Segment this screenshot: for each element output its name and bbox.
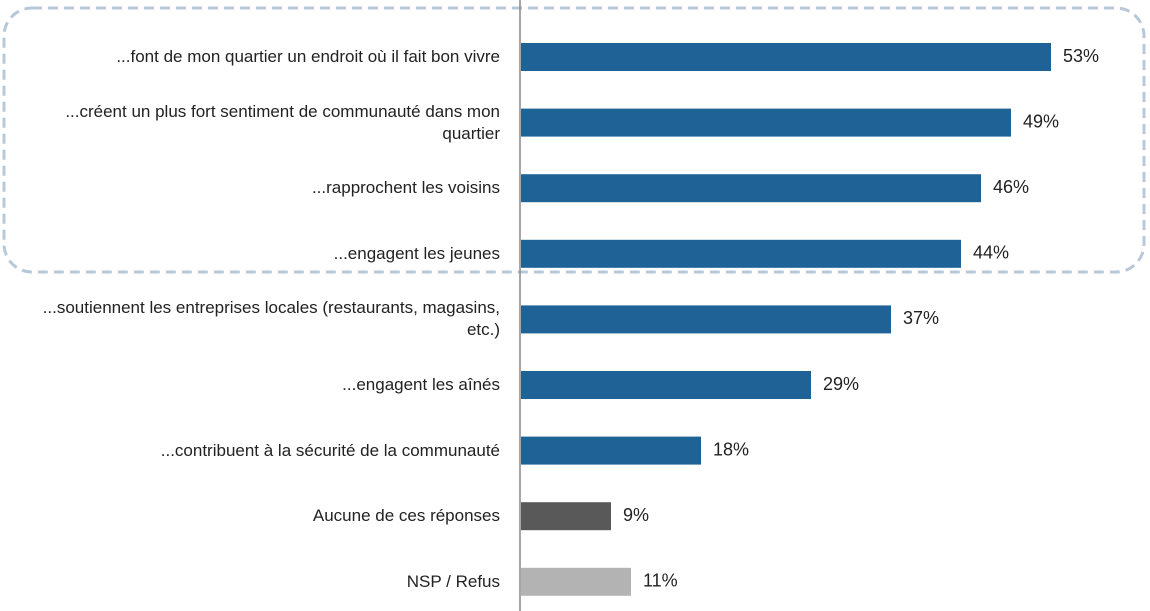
- category-label: ...créent un plus fort sentiment de comm…: [65, 101, 500, 143]
- category-label: ...soutiennent les entreprises locales (…: [42, 298, 500, 340]
- value-label: 49%: [1023, 111, 1059, 131]
- value-label: 18%: [713, 439, 749, 459]
- category-label: Aucune de ces réponses: [312, 506, 500, 526]
- bar: [521, 239, 961, 268]
- bar: [521, 371, 811, 399]
- value-label: 53%: [1063, 46, 1099, 66]
- category-label: ...engagent les jeunes: [333, 243, 500, 263]
- bar: [521, 502, 611, 531]
- bar: [521, 567, 631, 596]
- bar: [521, 305, 891, 334]
- category-label: ...rapprochent les voisins: [311, 178, 500, 198]
- value-label: 44%: [973, 243, 1009, 263]
- category-label: ...font de mon quartier un endroit où il…: [116, 47, 500, 66]
- value-label: 9%: [623, 505, 649, 525]
- bar: [521, 174, 981, 203]
- bar: [521, 436, 701, 465]
- value-label: 29%: [823, 374, 859, 394]
- bar: [521, 108, 1011, 137]
- highlight-box: [2, 6, 1146, 274]
- value-label: 11%: [643, 571, 678, 591]
- category-label: ...contribuent à la sécurité de la commu…: [160, 440, 500, 460]
- category-label: ...engagent les aînés: [342, 375, 500, 394]
- bar: [521, 43, 1051, 71]
- category-label: NSP / Refus: [406, 571, 500, 591]
- value-label: 37%: [903, 308, 939, 328]
- value-label: 46%: [993, 177, 1029, 197]
